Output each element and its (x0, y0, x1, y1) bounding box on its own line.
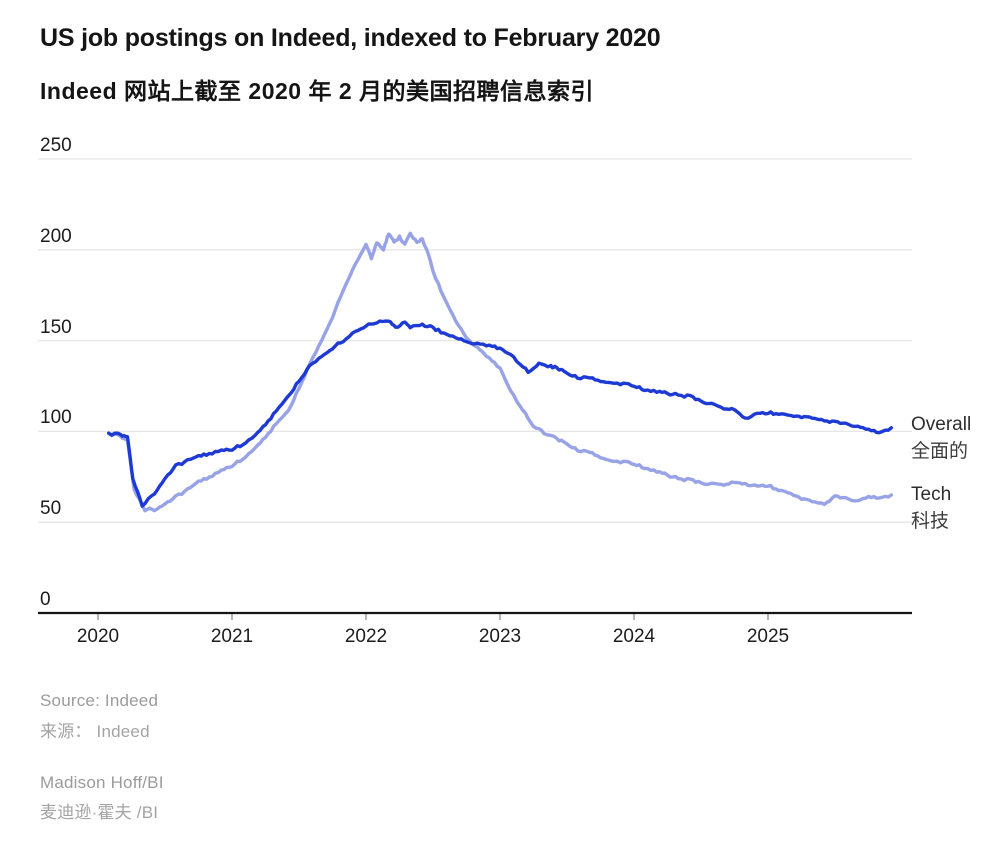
chart-title: US job postings on Indeed, indexed to Fe… (40, 24, 661, 52)
legend-overall-label-zh: 全面的 (911, 441, 969, 462)
y-axis-label: 250 (40, 135, 72, 156)
x-axis-label: 2024 (612, 626, 656, 647)
source-line: Source: Indeed (40, 691, 159, 710)
series-line-overall (106, 319, 893, 508)
legend-tech-label: Tech (911, 484, 952, 505)
legend-tech: Tech 科技 (911, 481, 951, 535)
x-axis-label: 2021 (210, 626, 254, 647)
credit-line: Madison Hoff/BI (40, 773, 164, 792)
x-axis-label: 2023 (478, 626, 522, 647)
y-axis-label: 200 (40, 226, 72, 247)
y-axis-label: 100 (40, 407, 72, 428)
x-axis-label: 2022 (344, 626, 388, 647)
series-line-tech (106, 231, 893, 513)
x-axis-label: 2025 (746, 626, 790, 647)
y-axis-label: 150 (40, 317, 72, 338)
legend-overall: Overall 全面的 (911, 411, 971, 465)
credit-line-zh: 麦迪逊·霍夫 /BI (40, 803, 159, 822)
chart-subtitle-zh: Indeed 网站上截至 2020 年 2 月的美国招聘信息索引 (40, 78, 595, 104)
y-axis-label: 0 (40, 589, 51, 610)
x-axis-label: 2020 (76, 626, 120, 647)
source-line-zh: 来源： Indeed (40, 722, 150, 741)
legend-overall-label: Overall (911, 414, 972, 435)
y-axis-label: 50 (40, 498, 62, 519)
legend-tech-label-zh: 科技 (911, 511, 950, 532)
